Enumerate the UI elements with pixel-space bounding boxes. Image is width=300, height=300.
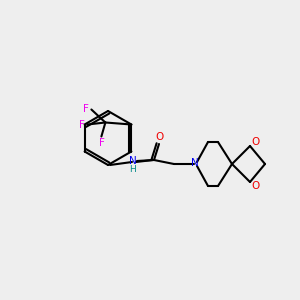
Text: O: O <box>156 132 164 142</box>
Text: O: O <box>251 137 259 147</box>
Text: N: N <box>191 158 199 168</box>
Text: H: H <box>130 166 136 175</box>
Text: N: N <box>129 156 137 166</box>
Text: F: F <box>83 103 89 113</box>
Text: F: F <box>80 119 85 130</box>
Text: F: F <box>99 137 105 148</box>
Text: O: O <box>251 181 259 191</box>
